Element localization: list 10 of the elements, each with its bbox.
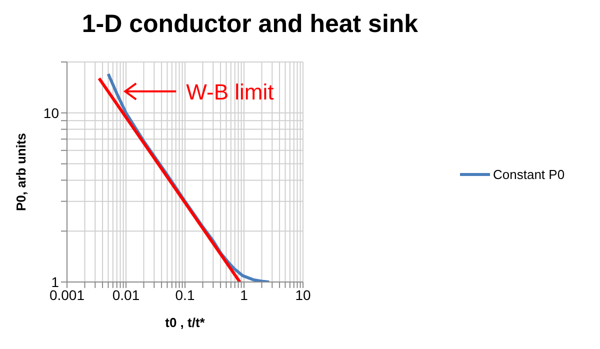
x-tick-label: 1 bbox=[240, 286, 248, 303]
chart-title: 1-D conductor and heat sink bbox=[80, 10, 420, 39]
x-axis-title: t0 , t/t* bbox=[165, 315, 206, 330]
legend-label: Constant P0 bbox=[493, 167, 565, 182]
x-tick-label: 0.001 bbox=[49, 286, 85, 303]
y-axis-title: P0, arb units bbox=[14, 132, 29, 212]
x-tick-label: 0.1 bbox=[175, 286, 195, 303]
annotation: W-B limit bbox=[186, 79, 274, 104]
x-tick-label: 10 bbox=[295, 286, 311, 303]
x-tick-label: 0.01 bbox=[112, 286, 140, 303]
